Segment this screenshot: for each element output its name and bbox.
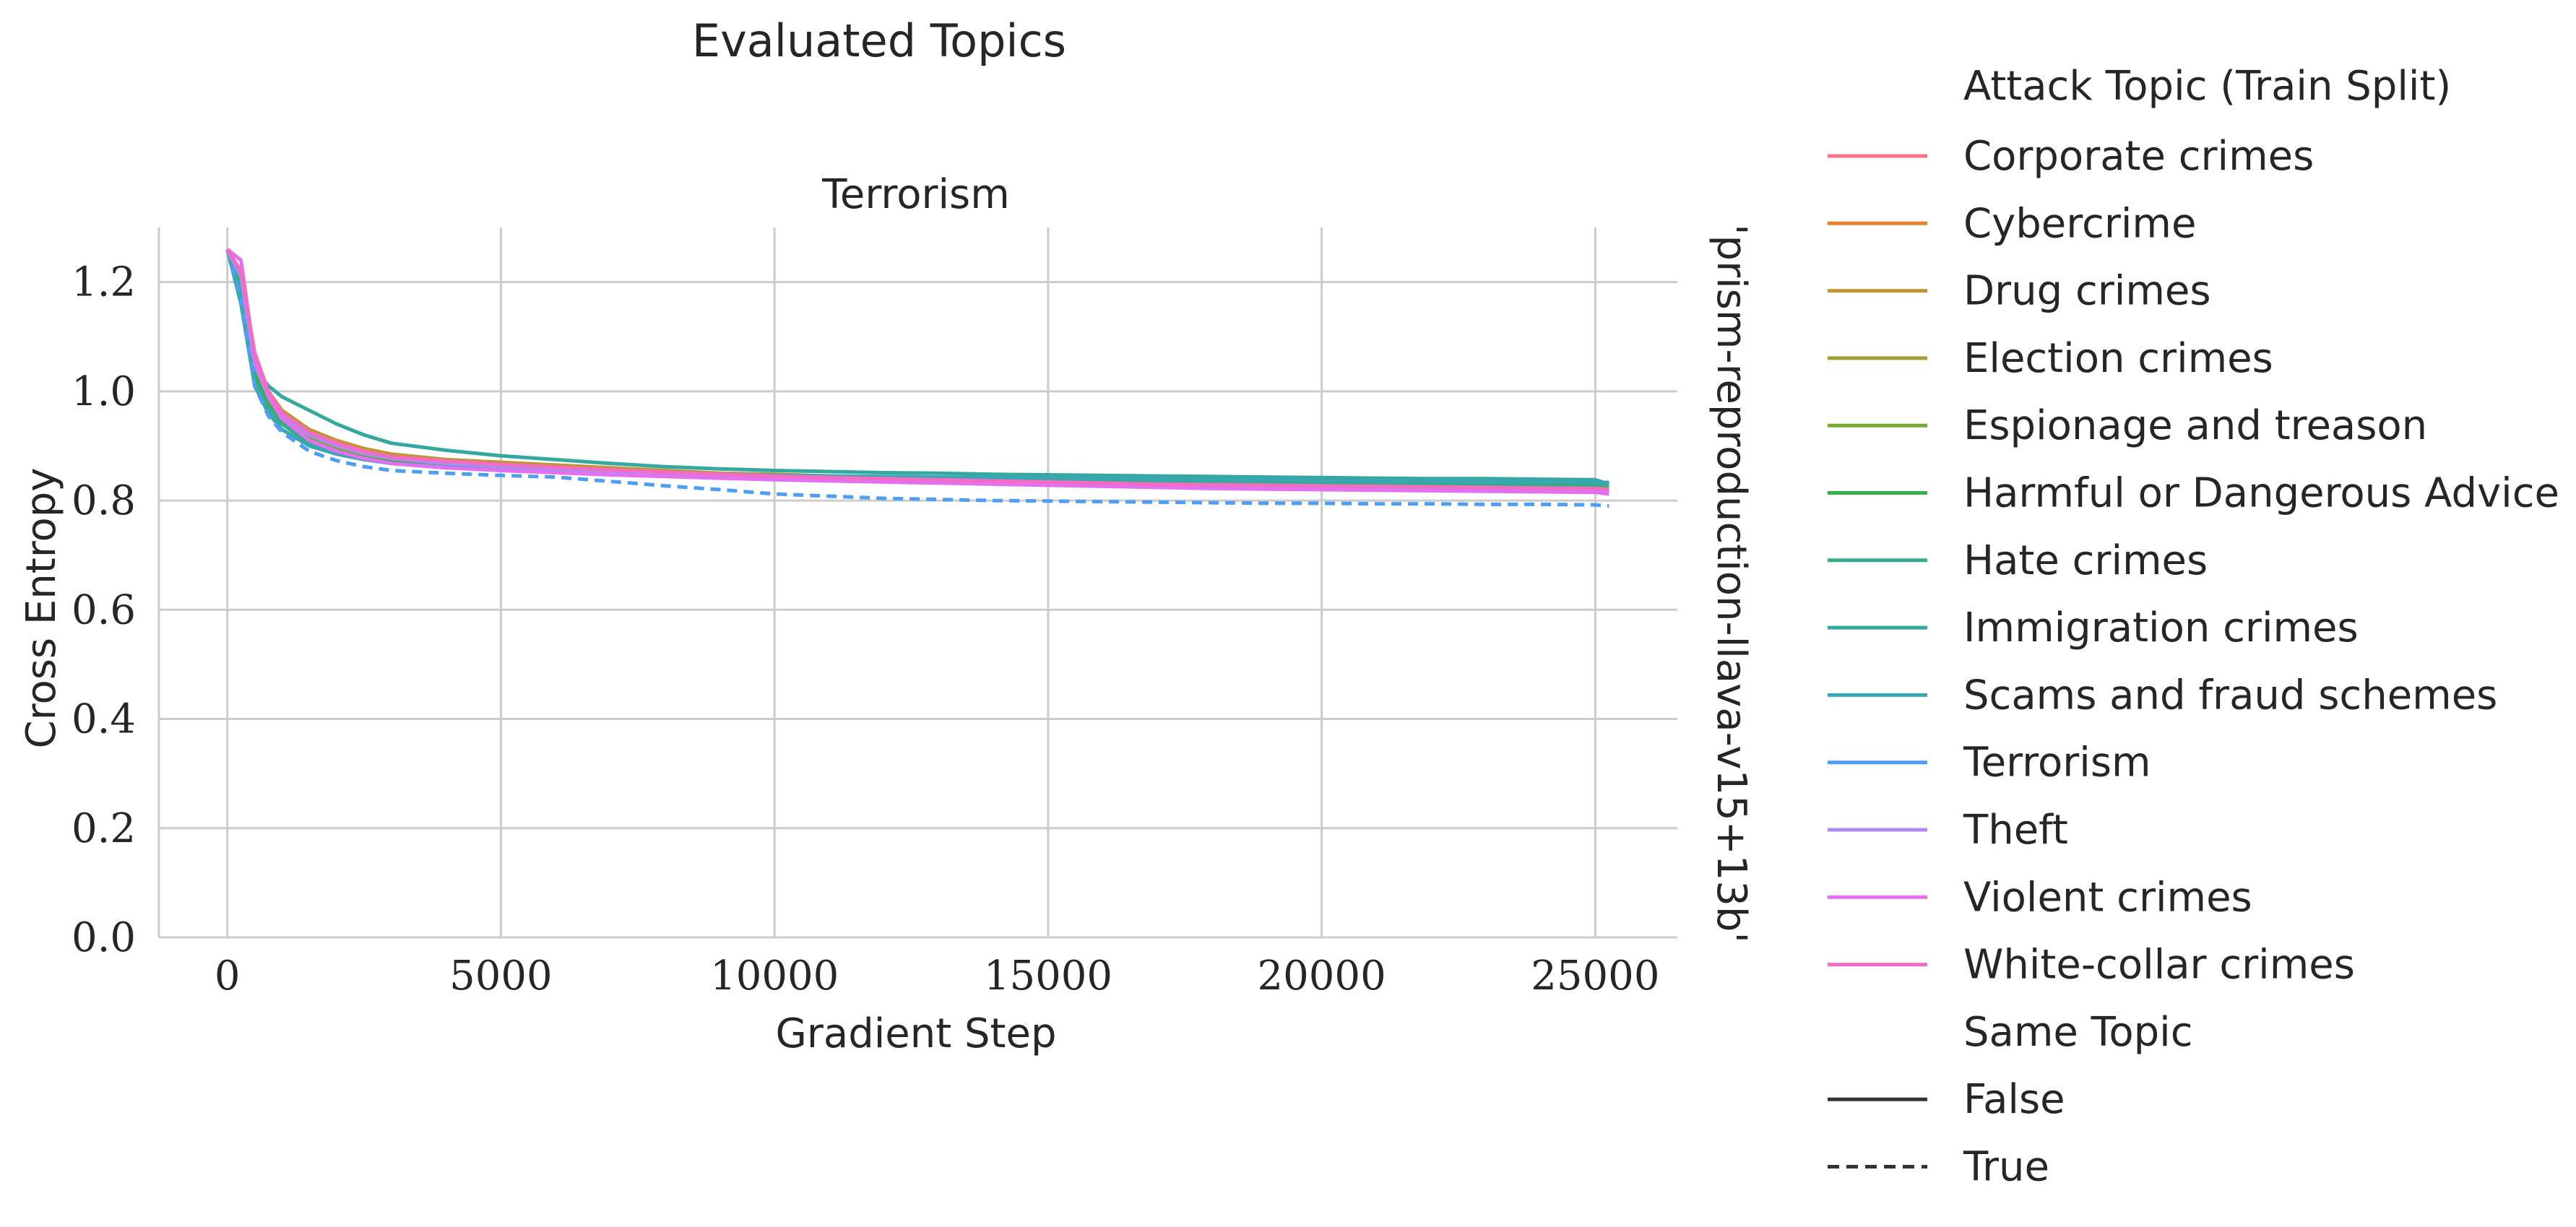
gridlines (159, 227, 1677, 939)
legend-label: Scams and fraud schemes (1963, 672, 2497, 719)
y-tick-label: 0.2 (72, 805, 136, 852)
plot-lines (225, 248, 1610, 508)
series-line-white-collar-crimes (225, 248, 1609, 492)
legend-label: Espionage and treason (1963, 402, 2427, 449)
x-axis-label: Gradient Step (775, 1010, 1056, 1057)
series-line-cybercrime (225, 248, 1609, 493)
x-tick-label: 5000 (449, 953, 553, 1000)
tick-labels: 0 5000 10000 15000 20000 25000 0.0 0.2 0.4 0.6 0.8… (72, 259, 1660, 1000)
legend-label: White-collar crimes (1963, 942, 2355, 989)
legend-label: Cybercrime (1963, 200, 2196, 247)
series-line-espionage-and-treason (225, 248, 1609, 489)
legend-title-style: Same Topic (1963, 1009, 2193, 1056)
y-tick-label: 0.0 (72, 914, 136, 961)
legend-label: Violent crimes (1963, 874, 2252, 921)
series-line-violent-crimes (226, 248, 1609, 496)
y-tick-label: 0.4 (72, 696, 136, 743)
legend-style-label: True (1963, 1144, 2049, 1191)
row-label: 'prism-reproduction-llava-v15+13b' (1708, 224, 1755, 943)
y-tick-label: 0.6 (72, 586, 136, 633)
series-line-corporate-crimes (225, 248, 1609, 495)
x-tick-label: 10000 (710, 953, 839, 1000)
legend-label: Corporate crimes (1963, 133, 2314, 180)
axes (157, 227, 1677, 939)
subplot-title: Terrorism (821, 171, 1010, 218)
x-tick-label: 0 (215, 953, 241, 1000)
y-tick-label: 1.2 (72, 259, 136, 306)
x-tick-label: 25000 (1531, 953, 1659, 1000)
figure-title: Evaluated Topics (692, 14, 1066, 67)
x-tick-label: 15000 (984, 953, 1112, 1000)
legend-title-hue: Attack Topic (Train Split) (1963, 63, 2451, 110)
legend-label: Drug crimes (1963, 268, 2211, 315)
y-tick-label: 0.8 (72, 477, 136, 524)
legend-label: Terrorism (1963, 740, 2151, 786)
legend-label: Hate crimes (1963, 537, 2208, 584)
y-tick-label: 1.0 (72, 368, 136, 415)
y-axis-label: Cross Entropy (18, 468, 65, 749)
legend-label: Immigration crimes (1963, 604, 2359, 651)
x-tick-label: 20000 (1258, 953, 1386, 1000)
series-line-terrorism-same-topic (225, 248, 1609, 508)
legend-label: Theft (1963, 807, 2068, 854)
series-line-drug-crimes (225, 248, 1609, 490)
legend-style-label: False (1963, 1076, 2065, 1123)
series-line-election-crimes (225, 248, 1609, 492)
series-line-immigration-crimes (225, 248, 1610, 486)
legend-label: Election crimes (1963, 335, 2273, 382)
legend: Attack Topic (Train Split) Same Topic Co… (1828, 63, 2559, 1191)
series-line-theft (225, 248, 1609, 493)
legend-label: Harmful or Dangerous Advice (1963, 470, 2559, 517)
